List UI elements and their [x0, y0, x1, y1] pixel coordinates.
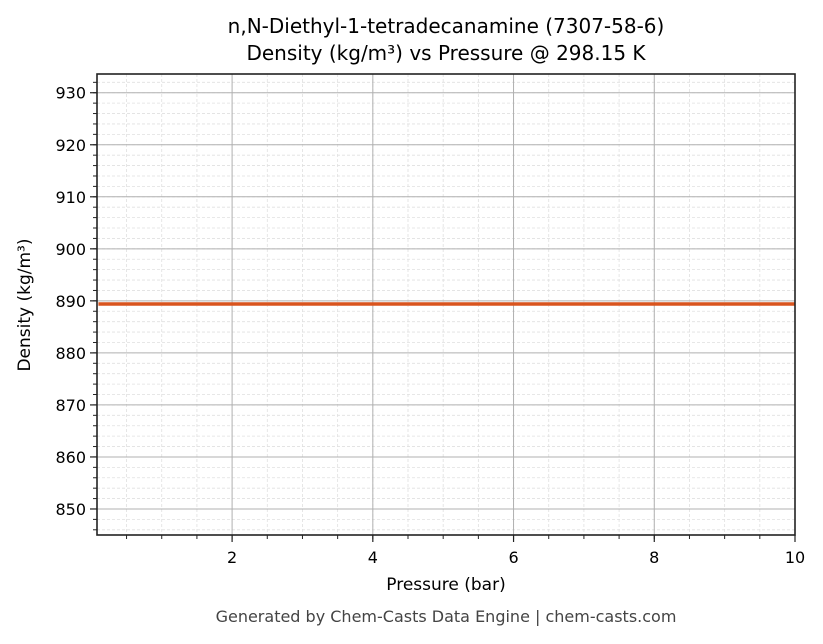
svg-text:6: 6 — [508, 548, 518, 567]
x-axis-label: Pressure (bar) — [386, 575, 506, 595]
axis-tick-labels: 2 4 6 8 10 850 860 870 880 890 900 910 920 930 — [55, 84, 805, 567]
svg-text:10: 10 — [785, 548, 805, 567]
svg-text:850: 850 — [55, 500, 86, 519]
chart-title-line1: n,N-Diethyl-1-tetradecanamine (7307-58-6… — [227, 14, 665, 38]
svg-text:900: 900 — [55, 240, 86, 259]
svg-text:4: 4 — [368, 548, 378, 567]
footer-credit: Generated by Chem-Casts Data Engine | ch… — [215, 607, 677, 626]
axis-ticks — [90, 81, 796, 542]
svg-text:930: 930 — [55, 84, 86, 103]
svg-text:890: 890 — [55, 292, 86, 311]
chart-title-line2: Density (kg/m³) vs Pressure @ 298.15 K — [246, 41, 646, 65]
y-axis-label: Density (kg/m³) — [15, 238, 35, 372]
svg-text:870: 870 — [55, 396, 86, 415]
svg-text:2: 2 — [227, 548, 237, 567]
axes-frame — [96, 73, 796, 536]
svg-text:910: 910 — [55, 188, 86, 207]
svg-text:880: 880 — [55, 344, 86, 363]
svg-text:920: 920 — [55, 136, 86, 155]
svg-text:860: 860 — [55, 448, 86, 467]
svg-text:8: 8 — [649, 548, 659, 567]
